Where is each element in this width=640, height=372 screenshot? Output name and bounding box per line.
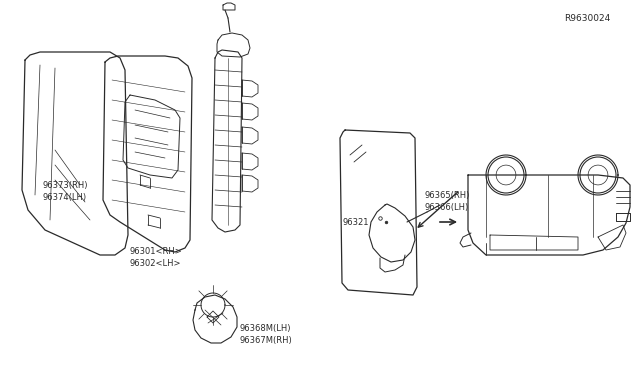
Text: 96301<RH>: 96301<RH> [130, 247, 183, 257]
Text: 96302<LH>: 96302<LH> [130, 260, 182, 269]
Text: 96365(RH): 96365(RH) [425, 190, 470, 199]
Text: 96368M(LH): 96368M(LH) [239, 324, 291, 333]
Text: 96366(LH): 96366(LH) [425, 202, 469, 212]
Text: 96374(LH): 96374(LH) [42, 192, 86, 202]
Text: 96367M(RH): 96367M(RH) [239, 336, 292, 344]
Text: 96321: 96321 [343, 218, 369, 227]
Text: R9630024: R9630024 [564, 13, 610, 22]
Text: 96373(RH): 96373(RH) [42, 180, 88, 189]
